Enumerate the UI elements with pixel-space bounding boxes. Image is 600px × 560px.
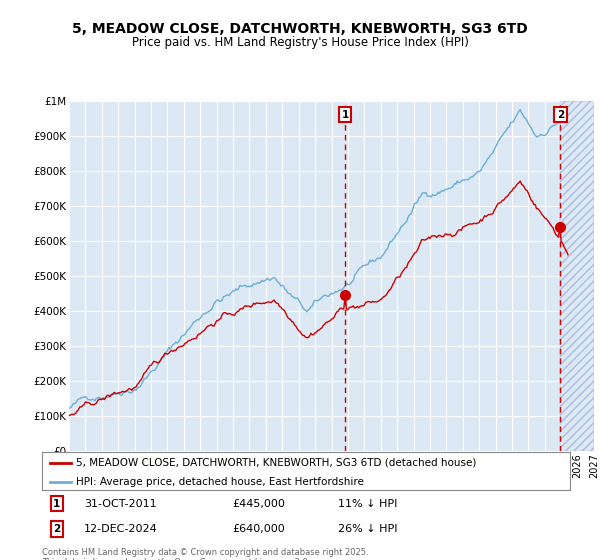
Text: 2: 2	[557, 110, 564, 120]
Text: HPI: Average price, detached house, East Hertfordshire: HPI: Average price, detached house, East…	[76, 477, 364, 487]
Text: 5, MEADOW CLOSE, DATCHWORTH, KNEBWORTH, SG3 6TD: 5, MEADOW CLOSE, DATCHWORTH, KNEBWORTH, …	[72, 22, 528, 36]
Text: Price paid vs. HM Land Registry's House Price Index (HPI): Price paid vs. HM Land Registry's House …	[131, 36, 469, 49]
Text: 2: 2	[53, 524, 61, 534]
Text: Contains HM Land Registry data © Crown copyright and database right 2025.
This d: Contains HM Land Registry data © Crown c…	[42, 548, 368, 560]
Text: 1: 1	[53, 499, 61, 509]
Text: £640,000: £640,000	[232, 524, 285, 534]
Text: £445,000: £445,000	[232, 499, 285, 509]
Text: 31-OCT-2011: 31-OCT-2011	[84, 499, 157, 509]
Bar	[560, 101, 594, 451]
Text: 12-DEC-2024: 12-DEC-2024	[84, 524, 158, 534]
Text: 5, MEADOW CLOSE, DATCHWORTH, KNEBWORTH, SG3 6TD (detached house): 5, MEADOW CLOSE, DATCHWORTH, KNEBWORTH, …	[76, 458, 476, 468]
Text: 26% ↓ HPI: 26% ↓ HPI	[338, 524, 397, 534]
Text: 1: 1	[341, 110, 349, 120]
Text: 11% ↓ HPI: 11% ↓ HPI	[338, 499, 397, 509]
